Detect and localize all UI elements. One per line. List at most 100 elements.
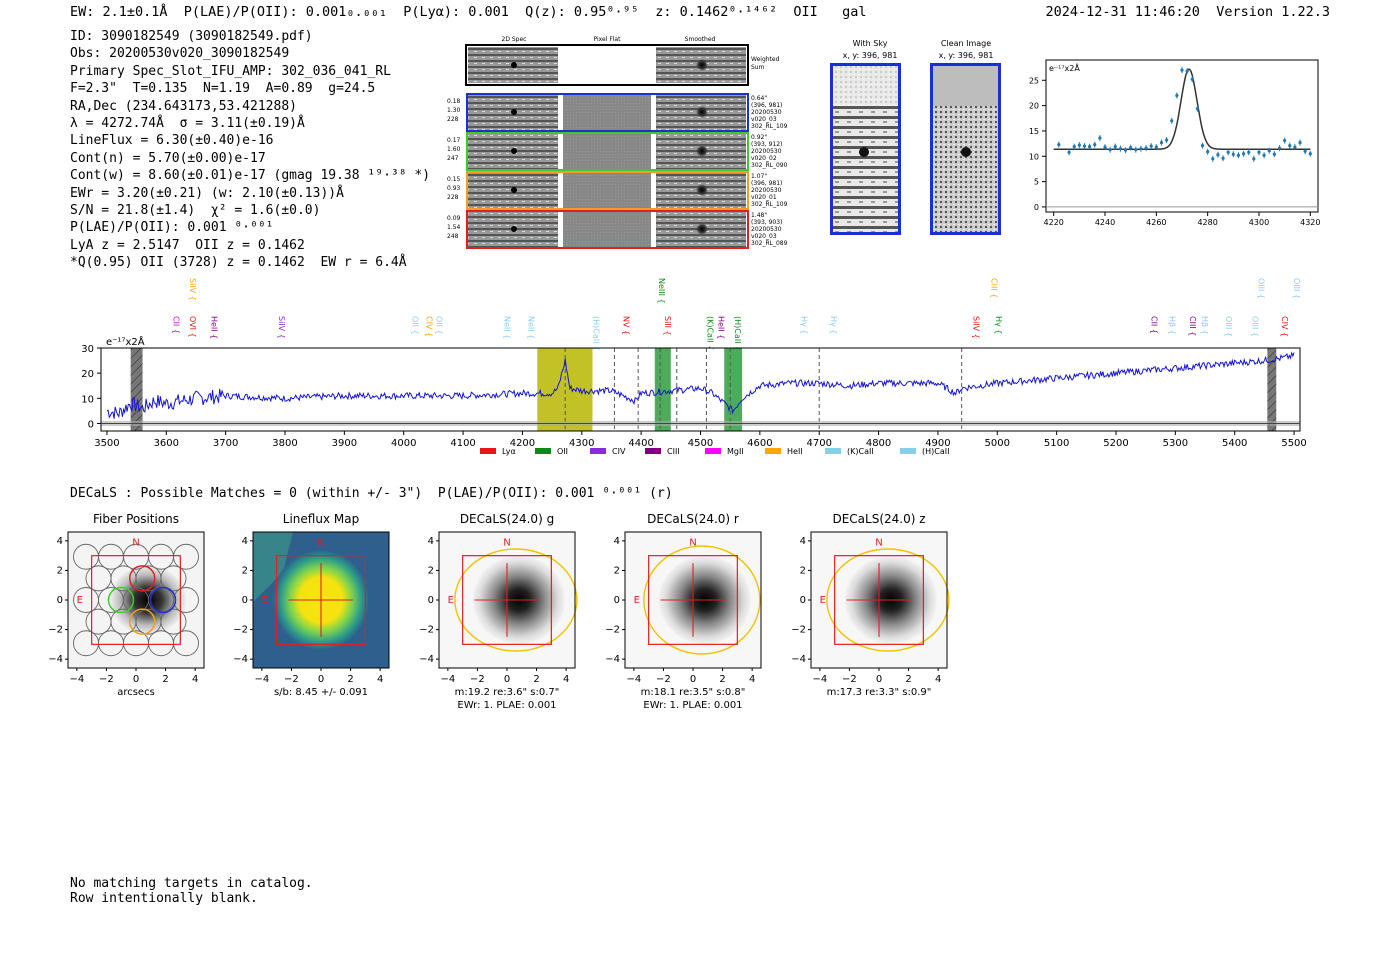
panel-title: Lineflux Map <box>283 512 359 526</box>
highlighted-fiber <box>149 586 177 614</box>
panel-caption: s/b: 8.45 +/- 0.091 <box>274 687 368 698</box>
cutout-row-meta: v020_03 <box>751 116 777 123</box>
panel-xtick-label: 4 <box>935 674 941 685</box>
with-sky-title: With Sky <box>853 39 888 48</box>
panel-ytick-label: −2 <box>419 625 434 636</box>
zoom-point <box>1165 138 1169 142</box>
spectrum-legend: Lyα OII CIV CIII MgII HeII (K)CaII (H)CaII <box>480 447 949 456</box>
zoom-point <box>1241 152 1246 156</box>
panel-ytick-label: −4 <box>48 654 63 665</box>
aperture-box <box>462 555 552 645</box>
legend-swatch <box>705 448 721 454</box>
cutout-row-meta: 20200530 <box>751 148 782 155</box>
zoom-point <box>1154 145 1158 149</box>
cutout-row-stat: 247 <box>447 155 459 162</box>
panel-ytick-label: 2 <box>800 565 806 576</box>
east-label: E <box>448 595 454 606</box>
panel-caption: m:18.1 re:3.5" s:0.8" <box>641 687 746 698</box>
legend-swatch <box>535 448 551 454</box>
line-label: CIII { <box>1188 316 1197 336</box>
cutout-row-meta: 0.64" <box>751 95 767 102</box>
line-label: OIII { <box>1251 316 1260 337</box>
line-zoom-chart: e⁻¹⁷x2Å 4220 4240 4260 4280 4300 4320 0 5 10 15 20… <box>1029 59 1321 227</box>
info-line: Obs: 20200530v020_3090182549 <box>70 46 290 62</box>
cutout-row: 0.18 1.30 228 0.64"(396, 981)20200530v020_0… <box>447 93 788 132</box>
zoom-point <box>1134 148 1138 152</box>
line-label: Hβ { <box>1167 316 1176 335</box>
clean-image-xy: x, y: 396, 981 <box>939 51 994 60</box>
cutout-row-border <box>466 132 749 171</box>
zoom-ytick-label: 10 <box>1029 152 1039 161</box>
cutout-row-meta: v020_02 <box>751 155 777 162</box>
panel-caption-2: EWr: 1. PLAE: 0.001 <box>457 700 556 711</box>
panel-xtick-label: 0 <box>318 674 324 685</box>
cutout-row-stat: 1.54 <box>447 224 461 231</box>
fiber-circle <box>160 608 187 635</box>
panel-ytick-label: 0 <box>242 595 248 606</box>
version: Version 1.22.3 <box>1216 4 1330 20</box>
legend-item: (K)CaII <box>825 447 874 456</box>
panel-caption-2: EWr: 1. PLAE: 0.001 <box>643 700 742 711</box>
panel-xtick-label: 2 <box>347 674 353 685</box>
panel-ytick-label: 0 <box>800 595 806 606</box>
legend-item: Lyα <box>480 447 516 456</box>
cutout-row: 0.09 1.54 248 1.48"(393, 903)20200530v020_0… <box>447 210 788 249</box>
cutout-row-meta: (396, 981) <box>751 102 782 109</box>
zoom-point <box>1221 156 1225 160</box>
info-line: S/N = 21.8(±1.4) χ² = 1.6(±0.0) <box>70 203 321 219</box>
zoom-ytick-label: 25 <box>1029 76 1039 85</box>
zoom-point <box>1077 143 1081 147</box>
masked-band <box>1267 348 1277 431</box>
panel-title: DECaLS(24.0) g <box>460 512 554 526</box>
legend-item: OII <box>535 447 568 456</box>
north-label: N <box>875 537 882 548</box>
line-label: CII { <box>171 316 180 334</box>
cutout-row-stat: 228 <box>447 116 459 123</box>
line-label: OIII { <box>1224 316 1233 337</box>
spectrum-ytick-label: 30 <box>81 344 94 355</box>
line-label: CIII { <box>989 278 998 298</box>
line-label: Hγ { <box>829 316 838 334</box>
line-label: CIV { <box>1280 316 1289 337</box>
line-labels-group: CII {SiIV {OVI {HeII {SiIV {OII {CIV {OI… <box>171 278 1301 350</box>
spectrum-xtick-label: 3600 <box>154 438 179 449</box>
panel-ytick-label: −2 <box>791 625 806 636</box>
legend-swatch <box>590 448 606 454</box>
cutout-row-meta: v020_01 <box>751 194 777 201</box>
line-label: NeIII { <box>657 278 666 304</box>
highlight-band <box>654 348 671 431</box>
info-line: Cont(w) = 8.60(±0.01)e-17 (gmag 19.38 ¹⁹… <box>70 168 431 184</box>
east-label: E <box>820 595 826 606</box>
spectrum-xtick-label: 4700 <box>806 438 831 449</box>
with-sky-xy: x, y: 396, 981 <box>843 51 898 60</box>
zoom-point <box>1247 150 1251 154</box>
line-label: (H)CaII { <box>592 316 601 350</box>
legend-swatch <box>645 448 661 454</box>
panel-caption: m:17.3 re:3.3" s:0.9" <box>827 687 932 698</box>
panel-xtick-label: 4 <box>377 674 383 685</box>
zoom-point <box>1216 153 1220 157</box>
cutout-row-border <box>466 93 749 132</box>
panel-xtick-label: −2 <box>284 674 299 685</box>
panel-xtick-label: 2 <box>533 674 539 685</box>
spectrum-line <box>106 351 1295 419</box>
spectrum-ytick-label: 0 <box>88 419 94 430</box>
clean-image <box>930 63 1001 235</box>
galaxy-image <box>107 564 188 636</box>
panel-xtick-label: −4 <box>254 674 269 685</box>
zoom-point <box>1308 152 1312 156</box>
spectrum-ylabel: e⁻¹⁷x2Å <box>106 335 145 348</box>
panel-xtick-label: −4 <box>812 674 827 685</box>
line-label: CIV { <box>424 316 433 337</box>
line-label: SiIV { <box>972 316 981 339</box>
zoom-point <box>1257 150 1261 154</box>
panel-ytick-label: −2 <box>48 625 63 636</box>
panel-xtick-label: −2 <box>99 674 114 685</box>
weighted-sum-label: Weighted Sum <box>751 56 780 71</box>
panel-xtick-label: 2 <box>905 674 911 685</box>
spectrum-xtick-label: 4100 <box>450 438 475 449</box>
north-label: N <box>689 537 696 548</box>
zoom-axes: 4220 4240 4260 4280 4300 4320 0 5 10 15 20 25 <box>1029 76 1321 227</box>
zoom-xtick-label: 4320 <box>1300 218 1320 227</box>
